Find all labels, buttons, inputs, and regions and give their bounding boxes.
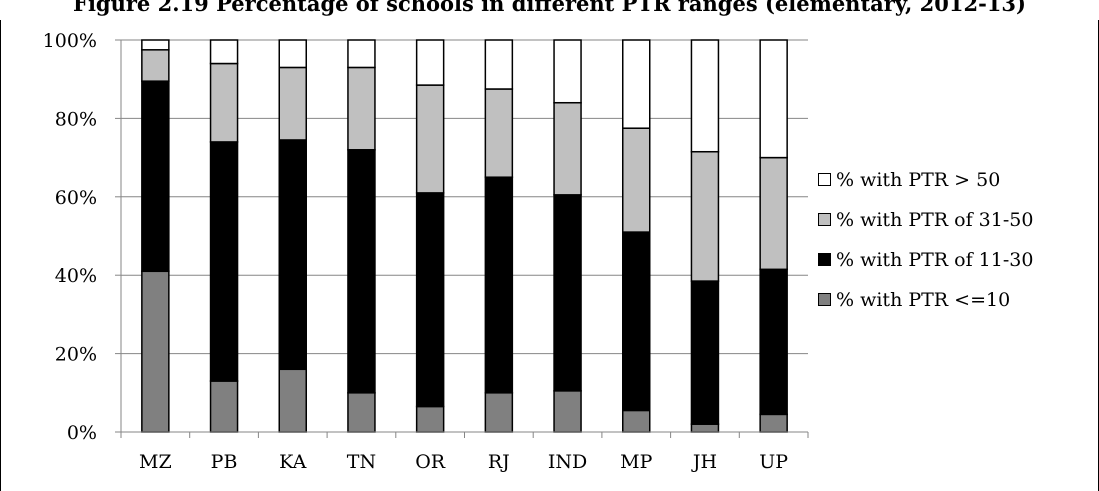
- bar-segment: [759, 268, 788, 416]
- bar-segment: [553, 39, 582, 104]
- bar-segment: [622, 39, 651, 129]
- bar-segment: [484, 39, 514, 90]
- bar-segment: [278, 139, 307, 371]
- y-tick-label: 40%: [55, 265, 97, 287]
- bar-segment: [484, 392, 514, 433]
- bar-segment: [690, 423, 720, 433]
- bar-segment: [209, 62, 239, 143]
- bar-segment: [278, 368, 307, 433]
- legend-swatch-ptr-above-50: [818, 173, 831, 186]
- y-tick-label: 20%: [55, 344, 97, 366]
- x-tick-label: MZ: [139, 451, 172, 473]
- bar-segment: [347, 39, 376, 69]
- bar-segment: [690, 39, 720, 153]
- bar-segment: [141, 49, 170, 82]
- x-tick-label: UP: [759, 451, 788, 473]
- legend-swatch-ptr-11-30: [818, 253, 831, 266]
- x-tick-label: JH: [691, 451, 717, 473]
- bar-segment: [690, 150, 720, 282]
- bar-segment: [484, 88, 514, 178]
- bar-segment: [622, 127, 651, 233]
- bar-segment: [759, 39, 788, 159]
- legend-swatch-ptr-31-50: [818, 213, 831, 226]
- bar-segment: [415, 84, 445, 194]
- bar-segment: [553, 194, 582, 392]
- bar-segment: [759, 413, 788, 433]
- x-tick-label: IND: [548, 451, 587, 473]
- bar-segment: [278, 66, 307, 141]
- bar-segment: [209, 380, 239, 433]
- legend-item-ptr-above-50: % with PTR > 50: [818, 168, 1033, 191]
- bar-segment: [278, 39, 307, 69]
- legend-item-ptr-11-30: % with PTR of 11-30: [818, 248, 1034, 271]
- x-tick-label: PB: [211, 451, 238, 473]
- bar-segment: [141, 39, 170, 51]
- legend-swatch-ptr-upto-10: [818, 293, 831, 306]
- legend-item-ptr-31-50: % with PTR of 31-50: [818, 208, 1034, 231]
- bar-segment: [690, 280, 720, 425]
- y-tick-label: 80%: [55, 108, 97, 130]
- y-tick-label: 0%: [67, 422, 97, 444]
- x-tick-label: KA: [279, 451, 306, 473]
- legend-item-ptr-upto-10: % with PTR <=10: [818, 288, 1033, 311]
- bar-segment: [209, 39, 239, 65]
- x-tick-label: MP: [620, 451, 652, 473]
- legend-label-ptr-31-50: % with PTR of 31-50: [836, 208, 1034, 231]
- bar-segment: [622, 231, 651, 412]
- chart-title: Figure 2.19 Percentage of schools in dif…: [73, 0, 1026, 16]
- y-tick-label: 60%: [55, 187, 97, 209]
- chart-legend: % with PTR > 50 % with PTR of 31-50 % wi…: [818, 168, 1034, 330]
- bar-segment: [553, 390, 582, 433]
- x-tick-label: TN: [347, 451, 376, 473]
- bar-segment: [141, 270, 170, 433]
- chart-frame-left: [0, 20, 1, 491]
- bar-segment: [415, 39, 445, 86]
- bar-segment: [553, 101, 582, 196]
- legend-label-ptr-upto-10: % with PTR <=10: [836, 288, 1011, 311]
- legend-label-ptr-11-30: % with PTR of 11-30: [836, 248, 1034, 271]
- bar-segment: [347, 149, 376, 394]
- bar-segment: [141, 80, 170, 273]
- bar-segment: [415, 192, 445, 408]
- y-tick-label: 100%: [43, 30, 97, 52]
- bar-segment: [209, 141, 239, 382]
- x-tick-label: RJ: [488, 451, 510, 473]
- bar-segment: [347, 392, 376, 433]
- legend-label-ptr-above-50: % with PTR > 50: [836, 168, 1001, 191]
- bar-segment: [347, 66, 376, 151]
- bar-segment: [415, 405, 445, 433]
- x-tick-label: OR: [415, 451, 446, 473]
- bar-segment: [759, 156, 788, 271]
- bar-segment: [622, 409, 651, 433]
- bar-segment: [484, 176, 514, 394]
